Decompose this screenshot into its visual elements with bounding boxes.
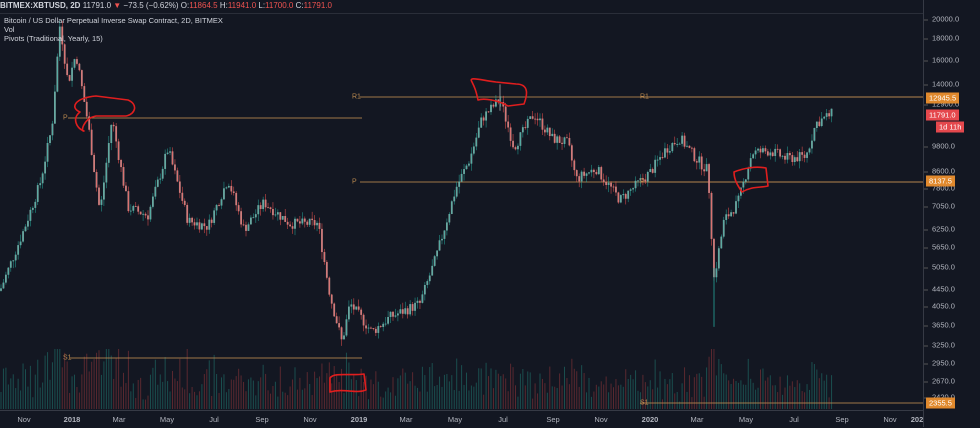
pivot-price-tag: 12945.5 (926, 92, 960, 104)
time-tick: Mar (690, 415, 704, 424)
price-tick: 7050.0 (924, 201, 955, 211)
pivot-lines (68, 96, 923, 404)
time-tick: May (738, 415, 754, 424)
time-tick: Mar (112, 415, 126, 424)
time-tick: Nov (17, 415, 31, 424)
price-tick: 2950.0 (924, 358, 955, 368)
price-tick: 3250.0 (924, 340, 955, 350)
legend-volume[interactable]: Vol (4, 25, 15, 34)
price-tick: 2670.0 (924, 376, 955, 386)
symbol-name[interactable]: BITMEX:XBTUSD, 2D (0, 1, 81, 10)
time-tick: Nov (883, 415, 897, 424)
high-label: H: (219, 1, 228, 10)
candles (0, 20, 833, 346)
time-tick: 2018 (63, 415, 81, 424)
price-tick: 5650.0 (924, 242, 955, 252)
low-label: L: (258, 1, 266, 10)
last-price-tag: 1d 11h (936, 121, 965, 133)
price-tick: 18000.0 (923, 33, 960, 43)
pivot-label: R1 (640, 93, 649, 101)
time-tick: Sep (546, 415, 560, 424)
last-price: 11791.0 (82, 1, 112, 10)
price-tick: 12900.0 (923, 99, 960, 109)
indicator-legend: Bitcoin / US Dollar Perpetual Inverse Sw… (4, 16, 223, 43)
price-tick: 4450.0 (924, 284, 955, 294)
last-price-tag: 11791.0 (926, 109, 959, 121)
time-tick: Jul (209, 415, 219, 424)
time-tick: Nov (594, 415, 608, 424)
price-tick: 8600.0 (924, 166, 955, 176)
time-axis[interactable]: Nov 2018 Mar May Jul Sep Nov 2019 Mar May Jul Sep No… (0, 410, 923, 428)
pivot-label: P (640, 178, 645, 186)
pivot-label: P (63, 114, 68, 122)
open-label: O: (180, 1, 190, 10)
time-tick: 202 (910, 415, 924, 424)
price-axis[interactable]: 20000.0 18000.0 16000.0 14000.0 12900.0 9800.… (923, 0, 980, 427)
time-tick: Sep (255, 415, 269, 424)
down-arrow-icon: ▼ (113, 1, 122, 10)
price-tick: 4050.0 (924, 301, 955, 311)
pivot-label: R1 (352, 93, 361, 101)
time-tick: 2020 (641, 415, 659, 424)
price-tick: 7800.0 (924, 183, 955, 193)
price-tick: 5050.0 (924, 262, 955, 272)
open-value: 11864.5 (189, 1, 218, 10)
price-tick: 3650.0 (924, 320, 955, 330)
volume-bars (0, 349, 833, 409)
pivot-price-tag: 2355.5 (926, 397, 955, 409)
time-tick: 2019 (350, 415, 368, 424)
close-label: C: (295, 1, 304, 10)
legend-pivots[interactable]: Pivots (Traditional, Yearly, 15) (4, 34, 103, 43)
hand-drawn-annotations (74, 78, 769, 393)
close-value: 11791.0 (303, 1, 332, 10)
high-value: 11941.0 (227, 1, 257, 10)
pivot-label: S1 (640, 399, 649, 407)
price-change: −73.5 (−0.62%) (123, 1, 179, 10)
legend-series-title[interactable]: Bitcoin / US Dollar Perpetual Inverse Sw… (4, 16, 223, 25)
low-value: 11700.0 (265, 1, 294, 10)
pivot-price-tag: 8137.5 (926, 175, 955, 187)
price-tick: 14000.0 (923, 79, 960, 89)
price-tick: 9800.0 (924, 141, 955, 151)
time-tick: May (159, 415, 175, 424)
header-divider (0, 13, 923, 14)
price-tick: 6250.0 (924, 224, 955, 234)
pivot-label: S1 (63, 354, 72, 362)
time-tick: Nov (303, 415, 317, 424)
symbol-header: BITMEX:XBTUSD, 2D 11791.0 ▼ −73.5 (−0.62… (0, 0, 332, 12)
time-tick: Mar (399, 415, 413, 424)
time-tick: Jul (498, 415, 508, 424)
pivot-label: P (352, 178, 357, 186)
price-tick: 20000.0 (923, 14, 960, 24)
time-tick: May (447, 415, 463, 424)
price-tick: 16000.0 (923, 55, 960, 65)
time-tick: Jul (789, 415, 799, 424)
time-tick: Sep (835, 415, 849, 424)
